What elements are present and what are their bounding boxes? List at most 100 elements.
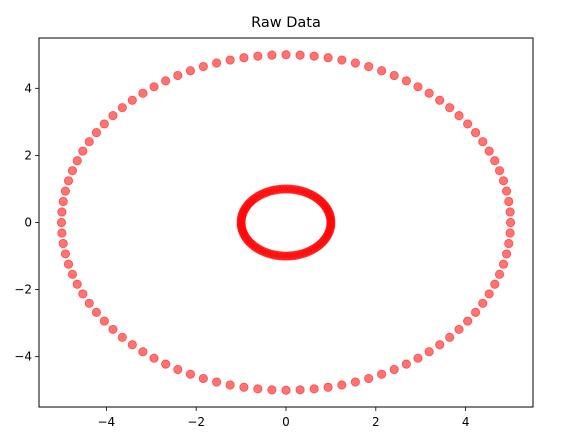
outer-ring-point — [281, 385, 291, 395]
outer-ring-point — [424, 347, 434, 357]
chart-title: Raw Data — [251, 15, 321, 31]
outer-ring-point — [490, 156, 500, 166]
outer-ring-point — [108, 324, 118, 335]
outer-ring-point — [323, 382, 333, 392]
x-tick-label: −2 — [187, 415, 205, 429]
outer-ring-point — [198, 61, 208, 72]
outer-ring-point — [337, 380, 347, 390]
outer-ring-point — [337, 55, 347, 65]
y-axis: −4 −2 0 2 4 — [14, 81, 39, 364]
outer-ring-point — [127, 340, 137, 350]
outer-ring-point — [350, 58, 360, 68]
outer-ring-point — [463, 316, 473, 326]
outer-ring-point — [72, 156, 82, 166]
outer-ring-point — [445, 103, 455, 113]
x-axis: −4 −2 0 2 4 — [98, 407, 470, 429]
outer-ring-point — [445, 332, 455, 342]
x-tick-label: 2 — [372, 415, 380, 429]
inner-ring-point — [326, 220, 336, 230]
outer-ring-point — [149, 353, 159, 363]
outer-ring-point — [389, 364, 399, 375]
outer-ring-point — [58, 196, 68, 207]
outer-ring-point — [239, 53, 249, 63]
outer-ring-point — [161, 76, 171, 86]
outer-ring-point — [498, 176, 509, 186]
outer-ring-point — [161, 359, 171, 369]
outer-ring-point — [149, 82, 159, 92]
x-tick-label: 4 — [462, 415, 470, 429]
outer-ring-point — [84, 137, 94, 147]
outer-ring-point — [225, 380, 235, 390]
outer-ring-point — [494, 269, 505, 279]
outer-ring-point — [490, 279, 500, 289]
outer-ring-point — [267, 385, 277, 395]
outer-ring-point — [401, 359, 411, 369]
y-tick-label: 4 — [24, 81, 32, 95]
outer-ring-point — [377, 66, 387, 76]
outer-ring-point — [60, 249, 71, 259]
outer-ring-point — [212, 377, 222, 387]
outer-ring-point — [454, 110, 464, 121]
outer-ring-point — [117, 332, 127, 342]
outer-ring-point — [505, 228, 515, 238]
outer-ring-point — [424, 88, 434, 98]
scatter-points — [56, 50, 516, 395]
y-tick-label: −4 — [14, 350, 32, 364]
outer-ring-point — [435, 95, 445, 105]
outer-ring-point — [505, 217, 516, 228]
outer-ring-point — [138, 347, 148, 357]
outer-ring-point — [470, 128, 481, 138]
outer-ring-point — [185, 369, 195, 379]
outer-ring-point — [309, 51, 319, 61]
outer-ring-point — [67, 166, 78, 176]
outer-ring-point — [56, 217, 67, 228]
outer-ring-point — [501, 249, 512, 259]
outer-ring-point — [78, 289, 88, 299]
outer-ring-point — [99, 316, 109, 326]
outer-ring-point — [435, 340, 445, 350]
outer-ring-point — [60, 186, 71, 196]
outer-ring-point — [72, 279, 82, 289]
outer-ring-point — [309, 384, 319, 394]
outer-ring-point — [389, 70, 399, 81]
outer-ring-point — [504, 196, 514, 207]
x-tick-label: 0 — [282, 415, 290, 429]
outer-ring-point — [67, 269, 78, 279]
outer-ring-point — [478, 137, 488, 147]
outer-ring-point — [323, 53, 333, 63]
outer-ring-point — [267, 50, 277, 60]
outer-ring-point — [253, 384, 263, 394]
outer-ring-point — [212, 58, 222, 68]
outer-ring-point — [364, 373, 374, 384]
outer-ring-point — [364, 61, 374, 72]
outer-ring-point — [295, 385, 305, 395]
outer-ring-point — [108, 110, 118, 121]
outer-ring-point — [58, 238, 68, 249]
outer-ring-point — [350, 377, 360, 387]
outer-ring-point — [413, 82, 423, 92]
outer-ring-point — [281, 50, 291, 60]
outer-ring-point — [225, 55, 235, 65]
outer-ring-point — [401, 76, 411, 86]
y-tick-label: 0 — [24, 216, 32, 230]
outer-ring-point — [78, 146, 88, 156]
outer-ring-point — [117, 103, 127, 113]
outer-ring-point — [253, 51, 263, 61]
outer-ring-point — [173, 364, 183, 375]
outer-ring-point — [478, 298, 488, 308]
outer-ring-point — [239, 382, 249, 392]
outer-ring-point — [84, 298, 94, 308]
outer-ring-point — [63, 259, 74, 269]
outer-ring-point — [484, 146, 494, 156]
plot-frame — [38, 37, 534, 408]
outer-ring-point — [57, 228, 67, 238]
outer-ring-point — [494, 166, 505, 176]
outer-ring-point — [377, 369, 387, 379]
outer-ring-point — [91, 128, 102, 138]
outer-ring-point — [295, 50, 305, 60]
x-tick-label: −4 — [98, 415, 116, 429]
outer-ring-point — [470, 307, 481, 317]
outer-ring-point — [484, 289, 494, 299]
outer-ring-point — [99, 119, 109, 129]
